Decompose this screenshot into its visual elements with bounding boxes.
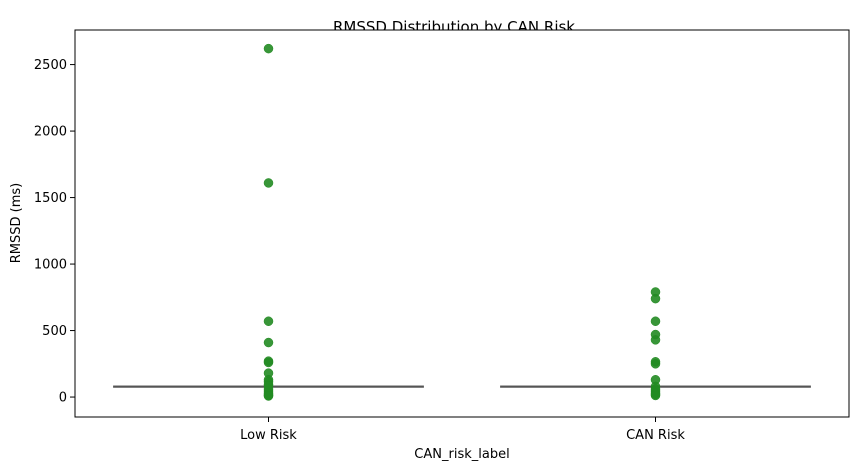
y-tick-label: 1500 — [34, 191, 67, 206]
outlier-point — [263, 316, 274, 326]
outlier-point — [650, 293, 661, 304]
y-tick-label: 1000 — [34, 258, 67, 273]
outlier-point — [263, 357, 274, 368]
outlier-point — [263, 43, 274, 54]
x-tick-label: CAN Risk — [626, 428, 685, 443]
outlier-series — [263, 43, 661, 401]
y-tick-label: 500 — [42, 324, 67, 339]
x-axis: Low Risk CAN Risk — [240, 417, 685, 443]
outlier-point — [263, 337, 274, 348]
y-tick-label: 0 — [59, 391, 67, 406]
outlier-point — [263, 391, 274, 401]
outlier-point — [650, 335, 661, 345]
plot-area — [74, 29, 850, 418]
y-axis-label: RMSSD (ms) — [9, 183, 24, 263]
x-axis-label: CAN_risk_label — [414, 447, 509, 462]
outlier-point — [650, 316, 661, 326]
y-tick-label: 2000 — [34, 125, 67, 140]
x-tick-label: Low Risk — [240, 428, 297, 443]
outlier-point — [650, 359, 661, 369]
y-axis: 0 500 1000 1500 2000 2500 — [34, 58, 75, 406]
y-tick-label: 2500 — [34, 58, 67, 73]
outlier-point — [650, 390, 661, 401]
outlier-point — [263, 178, 274, 188]
